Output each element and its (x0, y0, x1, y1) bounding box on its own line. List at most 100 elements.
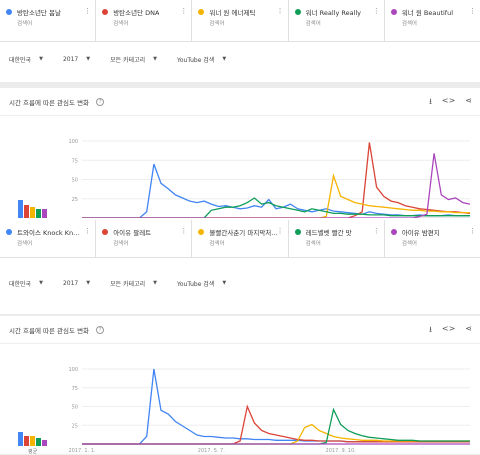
card-actions: ⭳ <> ⋖ (429, 324, 472, 338)
filter-row-1: 대한민국 ▼ 2017 ▼ 모든 카테고리 ▼ YouTube 검색 ▼ (0, 42, 480, 76)
more-vert-icon[interactable]: ⋮ (469, 227, 477, 235)
series-dot (6, 9, 12, 15)
term-type: 검색어 (209, 241, 225, 247)
term-name: 트와이스 Knock Kn... (17, 229, 80, 237)
more-vert-icon[interactable]: ⋮ (276, 227, 284, 235)
property-label: YouTube 검색 (176, 280, 215, 288)
compare-panel-2: 트와이스 Knock Kn... 검색어 ⋮ 아이유 팔레트 검색어 ⋮ 볼빨간사춘기 … (0, 218, 480, 314)
y-tick-label: 25 (72, 197, 78, 203)
term-card[interactable]: 볼빨간사춘기 마지막처... 검색어 ⋮ (192, 220, 289, 257)
term-card[interactable]: 워너 Really Really 검색어 ⋮ (289, 0, 385, 41)
period-label: 2017 (62, 55, 79, 63)
series-dot (198, 229, 205, 235)
interest-over-time-card-1: 시간 흐름에 따른 관심도 변화 ? ⭳ <> ⋖ 평균 10075502520… (0, 88, 480, 228)
average-bars (15, 196, 55, 218)
dropdown-arrow-icon: ▼ (86, 280, 91, 286)
y-tick-label: 75 (72, 386, 78, 392)
period-select[interactable]: 2017 ▼ (63, 280, 90, 287)
series-dot (294, 9, 301, 15)
share-icon[interactable]: ⋖ (465, 324, 472, 333)
category-label: 모든 카테고리 (110, 56, 146, 64)
y-tick-label: 50 (72, 178, 78, 184)
embed-icon[interactable]: <> (441, 96, 456, 105)
property-label: YouTube 검색 (176, 56, 215, 64)
more-vert-icon[interactable]: ⋮ (180, 7, 188, 15)
more-vert-icon[interactable]: ⋮ (372, 7, 380, 15)
term-type: 검색어 (209, 21, 225, 27)
average-label: 평균 (28, 449, 38, 455)
series-dot (294, 229, 301, 235)
category-label: 모든 카테고리 (110, 280, 146, 288)
term-card[interactable]: 방탄소년단 봄날 검색어 ⋮ (0, 0, 97, 41)
card-title: 시간 흐름에 따른 관심도 변화 (9, 326, 90, 335)
term-card[interactable]: 레드벨벳 빨간 맛 검색어 ⋮ (289, 220, 385, 257)
more-vert-icon[interactable]: ⋮ (84, 227, 92, 235)
term-name: 워너 원 에너제틱 (209, 9, 256, 17)
compare-panel-1: 방탄소년단 봄날 검색어 ⋮ 방탄소년단 DNA 검색어 ⋮ 워너 원 에너제틱 검색어 ⋮… (0, 0, 480, 82)
term-card[interactable]: 워너 원 Beautiful 검색어 ⋮ (385, 0, 480, 41)
series-line (82, 423, 470, 445)
average-bar (30, 207, 35, 218)
card-header: 시간 흐름에 따른 관심도 변화 ? (0, 88, 480, 116)
more-vert-icon[interactable]: ⋮ (84, 7, 92, 15)
more-vert-icon[interactable]: ⋮ (276, 7, 284, 15)
term-type: 검색어 (17, 21, 33, 27)
help-icon[interactable]: ? (96, 325, 105, 334)
region-select[interactable]: 대한민국 ▼ (9, 55, 43, 64)
embed-icon[interactable]: <> (441, 324, 456, 333)
term-row-1: 방탄소년단 봄날 검색어 ⋮ 방탄소년단 DNA 검색어 ⋮ 워너 원 에너제틱 검색어 ⋮… (0, 0, 480, 42)
term-type: 검색어 (113, 21, 129, 27)
term-card[interactable]: 아이유 팔레트 검색어 ⋮ (96, 220, 193, 257)
term-card[interactable]: 트와이스 Knock Kn... 검색어 ⋮ (0, 220, 97, 257)
average-bar (18, 200, 23, 218)
period-select[interactable]: 2017 ▼ (63, 56, 90, 63)
property-select[interactable]: YouTube 검색 ▼ (177, 55, 226, 64)
help-icon[interactable]: ? (96, 97, 105, 106)
more-vert-icon[interactable]: ⋮ (469, 7, 477, 15)
average-bar (42, 209, 47, 218)
more-vert-icon[interactable]: ⋮ (180, 227, 188, 235)
term-card[interactable]: 방탄소년단 DNA 검색어 ⋮ (96, 0, 193, 41)
dropdown-arrow-icon: ▼ (222, 280, 227, 286)
category-select[interactable]: 모든 카테고리 ▼ (110, 55, 157, 64)
average-bars (15, 426, 55, 446)
filter-row-2: 대한민국 ▼ 2017 ▼ 모든 카테고리 ▼ YouTube 검색 ▼ (0, 258, 480, 308)
card-actions: ⭳ <> ⋖ (429, 96, 472, 110)
property-select[interactable]: YouTube 검색 ▼ (177, 279, 226, 288)
term-name: 아이유 밤편지 (401, 229, 440, 237)
category-select[interactable]: 모든 카테고리 ▼ (110, 279, 157, 288)
card-header: 시간 흐름에 따른 관심도 변화 ? (0, 316, 480, 344)
term-type: 검색어 (305, 21, 321, 27)
term-name: 볼빨간사춘기 마지막처... (209, 229, 278, 237)
term-name: 워너 Really Really (305, 9, 362, 17)
average-bar (36, 438, 41, 446)
term-name: 워너 원 Beautiful (401, 9, 454, 17)
y-tick-label: 100 (68, 139, 78, 145)
average-bar (30, 436, 35, 446)
download-icon[interactable]: ⭳ (429, 97, 432, 106)
download-icon[interactable]: ⭳ (429, 325, 432, 334)
share-icon[interactable]: ⋖ (465, 96, 472, 105)
average-bar (36, 209, 41, 218)
term-type: 검색어 (113, 241, 129, 247)
dropdown-arrow-icon: ▼ (39, 280, 43, 286)
term-type: 검색어 (305, 241, 321, 247)
series-dot (390, 229, 397, 235)
average-bar (42, 440, 47, 446)
term-type: 검색어 (401, 21, 417, 27)
series-dot (6, 229, 12, 235)
series-line (82, 173, 470, 219)
dropdown-arrow-icon: ▼ (39, 56, 43, 62)
x-tick-label: 2017. 9. 10. (326, 448, 357, 454)
term-name: 방탄소년단 DNA (113, 9, 160, 17)
region-label: 대한민국 (9, 56, 32, 64)
series-line (82, 142, 471, 219)
dropdown-arrow-icon: ▼ (153, 56, 157, 62)
region-select[interactable]: 대한민국 ▼ (9, 279, 43, 288)
line-chart-2: 100 75 50 25 2017. 1. 1. 2017. 5. 7. 2017. 9. … (68, 367, 470, 454)
more-vert-icon[interactable]: ⋮ (372, 227, 380, 235)
card-title: 시간 흐름에 따른 관심도 변화 (9, 98, 90, 107)
term-type: 검색어 (401, 241, 417, 247)
